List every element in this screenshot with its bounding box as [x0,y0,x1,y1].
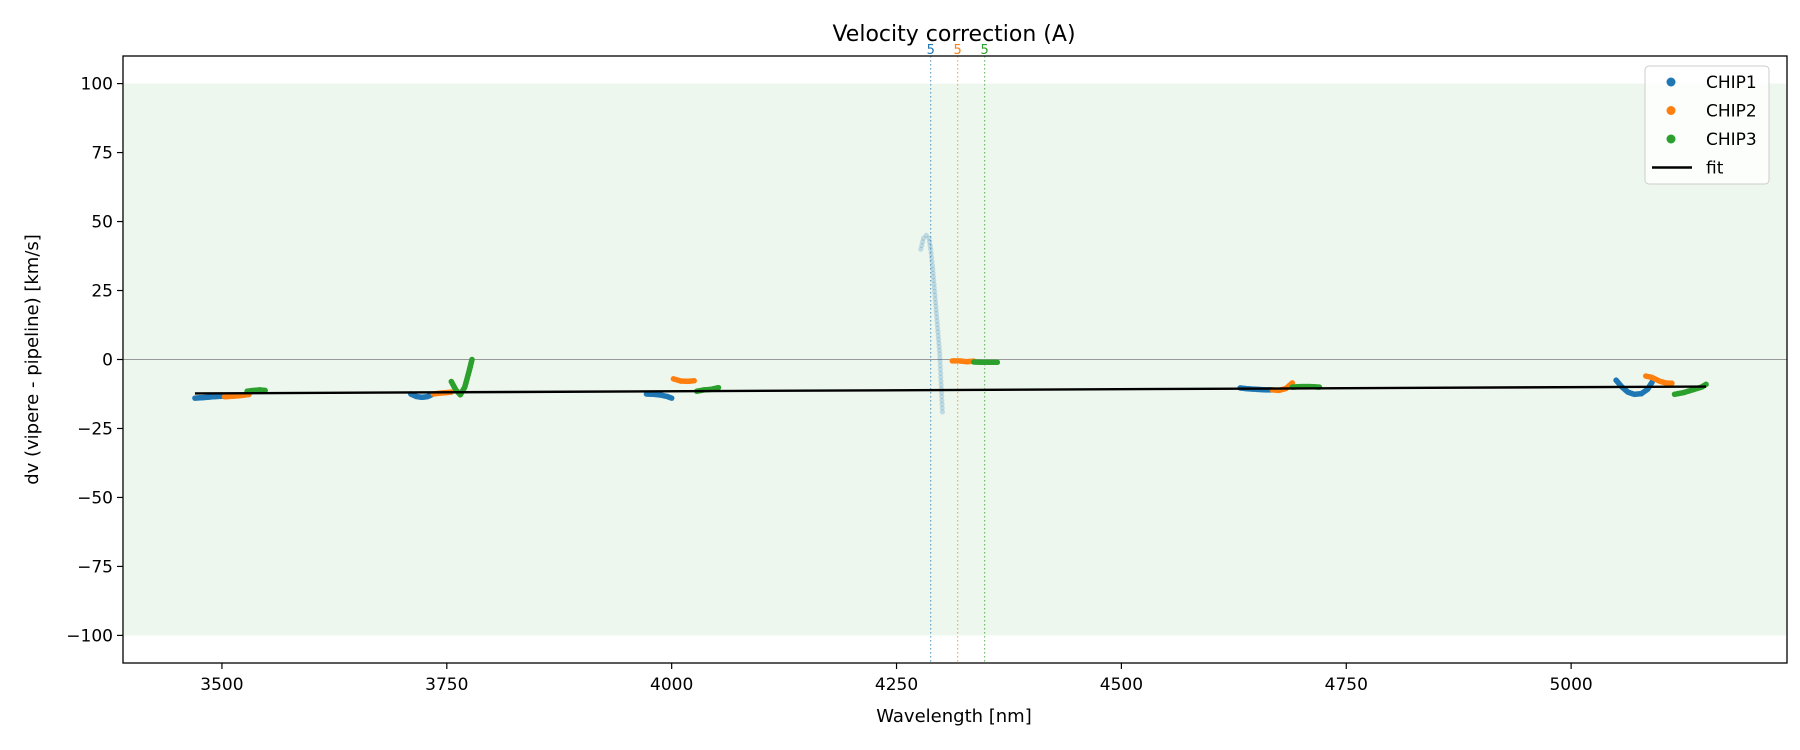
chart-title: Velocity correction (A) [832,22,1075,47]
point-chip1-faded-0-46 [938,390,945,396]
point-chip1-faded-0-17 [931,281,937,287]
point-chip1-2-17 [668,395,675,401]
point-chip3-1-35 [469,356,475,363]
point-chip1-faded-0-40 [937,366,944,373]
y-tick-label--50: −50 [77,488,113,508]
y-tick-label--100: −100 [66,626,113,646]
point-chip2-2-14 [691,377,697,384]
x-tick-label-4750: 4750 [1325,675,1368,695]
point-chip1-faded-0-37 [937,355,943,361]
point-chip1-faded-0-2 [920,239,926,245]
y-tick-label--25: −25 [77,419,113,439]
point-chip1-faded-0-8 [928,246,934,252]
point-chip1-faded-0-18 [931,285,937,291]
point-chip1-faded-0-44 [938,382,944,388]
legend-label-fit: fit [1706,159,1724,179]
point-chip1-faded-0-26 [934,314,940,320]
point-chip1-faded-0-49 [939,401,945,407]
point-chip1-faded-0-22 [932,299,939,306]
point-chip1-faded-0-10 [929,254,935,261]
point-chip1-faded-0-33 [936,340,942,346]
x-tick-label-4000: 4000 [650,675,693,695]
legend: CHIP1 CHIP2 CHIP3 fit [1644,65,1770,185]
point-chip1-faded-0-15 [930,274,937,280]
legend-label-chip2: CHIP2 [1706,102,1757,122]
legend-box [1644,65,1770,185]
point-chip1-faded-0-51 [939,409,946,415]
point-chip1-faded-0-14 [930,270,936,276]
x-tick-label-5000: 5000 [1549,675,1592,695]
point-chip1-faded-0-9 [928,250,934,256]
y-tick-label--75: −75 [77,557,113,577]
legend-marker-chip3 [1666,134,1676,144]
point-chip1-faded-0-43 [938,378,944,384]
y-tick-label-50: 50 [91,213,113,233]
point-chip1-faded-0-19 [932,288,938,295]
point-chip1-faded-0-50 [939,405,945,411]
point-chip1-faded-0-13 [930,266,936,272]
fit-line [194,385,1707,395]
point-chip1-faded-0-7 [927,242,933,249]
legend-label-chip3: CHIP3 [1706,130,1757,150]
point-chip1-faded-0-47 [939,393,945,400]
point-chip3-3-15 [994,359,1001,366]
point-chip1-faded-0-23 [933,303,939,309]
point-chip1-faded-0-6 [926,239,933,245]
y-tick-label-25: 25 [91,282,113,302]
point-chip1-faded-0-5 [926,235,932,241]
y-tick-label-100: 100 [81,75,113,95]
point-chip1-faded-0-30 [935,329,941,335]
vertical-marker-label-1: 5 [927,43,935,58]
point-chip1-faded-0-27 [934,318,940,324]
vertical-marker-label-3: 5 [981,43,989,58]
point-chip1-faded-0-16 [931,277,937,284]
point-chip1-faded-0-34 [936,344,942,350]
plot-area: 5 5 5 [123,43,1787,663]
point-chip1-faded-0-1 [919,242,925,249]
point-chip1-faded-0-36 [937,351,943,357]
point-chip1-faded-0-35 [936,347,943,353]
point-chip2-5-17 [1669,380,1675,387]
point-chip1-faded-0-48 [939,397,945,403]
point-chip1-faded-0-39 [937,362,943,369]
point-chip1-faded-0-12 [929,263,936,269]
vertical-marker-label-2: 5 [954,43,962,58]
point-chip1-faded-0-3 [920,235,927,241]
x-axis-label: Wavelength [nm] [876,706,1032,727]
x-tick-label-3750: 3750 [425,675,468,695]
point-chip1-faded-0-0 [918,246,924,252]
point-chip1-faded-0-20 [932,292,938,298]
point-chip1-faded-0-28 [934,321,940,328]
point-chip1-faded-0-41 [938,370,944,376]
y-axis-label: dv (vipere - pipeline) [km/s] [22,234,43,485]
point-chip1-faded-0-25 [933,310,940,317]
point-chip1-faded-0-21 [932,296,938,302]
point-chip1-faded-0-32 [935,336,942,342]
point-chip1-faded-0-4 [923,232,929,238]
point-chip3-0-12 [262,387,268,394]
y-tick-label-75: 75 [91,144,113,164]
x-tick-label-4500: 4500 [1100,675,1143,695]
legend-marker-chip2 [1666,106,1676,115]
point-chip1-faded-0-38 [937,359,943,365]
x-tick-label-3500: 3500 [200,675,243,695]
point-chip1-faded-0-42 [938,374,944,380]
axes: 3500 3750 4000 4250 4500 4750 5000 100 75 50 25 0 −2… [66,75,1592,695]
point-chip1-faded-0-31 [935,332,941,339]
point-chip1-faded-0-11 [929,258,935,265]
legend-marker-chip1 [1666,77,1676,87]
point-chip3-2-15 [715,384,722,391]
point-chip1-faded-0-24 [933,307,939,313]
x-tick-label-4250: 4250 [875,675,918,695]
y-tick-label-0: 0 [102,351,113,371]
legend-label-chip1: CHIP1 [1706,73,1757,93]
point-chip1-faded-0-29 [935,325,941,331]
